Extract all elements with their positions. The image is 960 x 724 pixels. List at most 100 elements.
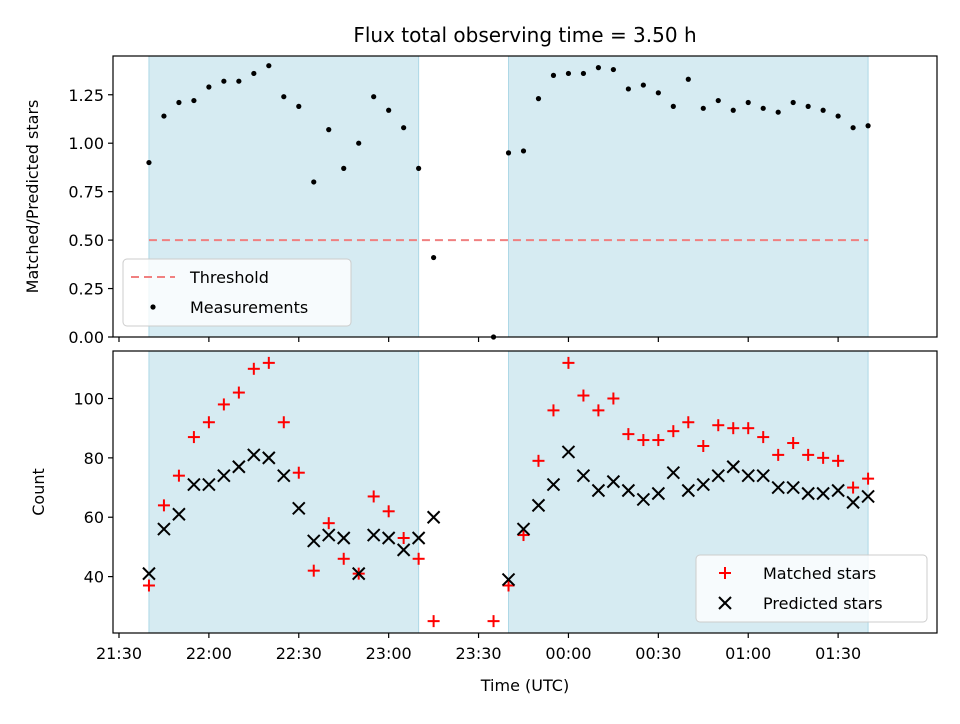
measurement-point [850,125,856,131]
matched-stars-points [142,356,875,628]
measurement-point [760,105,766,111]
matched-star-point [262,356,275,369]
predicted-star-point [307,534,321,548]
matched-star-point [427,615,440,628]
top-y-tick-label: 0.50 [68,231,104,250]
x-tick-label: 22:00 [186,644,232,663]
matched-star-point [187,431,200,444]
measurement-point [640,82,646,88]
matched-star-point [697,439,710,452]
measurement-point [565,70,572,77]
matched-star-point [772,448,785,461]
legend-threshold-label: Threshold [189,268,269,287]
matched-star-point [307,564,320,577]
bottom-y-tick-label: 40 [84,568,104,587]
measurement-points [146,63,871,340]
predicted-star-point [771,480,785,495]
measurement-point [176,99,182,106]
matched-star-point [547,404,560,417]
matched-star-point [277,416,290,429]
matched-star-point [172,469,185,482]
matched-star-point [637,434,650,447]
shaded-interval-0 [148,350,420,634]
predicted-star-point [232,460,246,474]
x-tick-label: 22:30 [276,644,322,663]
measurement-point [505,150,512,156]
matched-star-point [562,356,575,369]
bottom-x-ticks: 21:30 22:00 22:30 23:00 23:30 00:00 00:30 01:00… [96,633,861,663]
top-y-tick-label: 1.25 [68,86,104,105]
predicted-star-point [696,477,710,492]
matched-star-point [862,472,875,485]
measurement-point [296,103,302,109]
measurement-point [790,99,796,106]
top-y-axis-label: Matched/Predicted stars [23,100,42,294]
measurement-point [535,96,542,102]
predicted-star-point [651,486,666,501]
top-y-tick-label: 0.25 [68,280,104,299]
measurement-point [520,148,527,154]
predicted-star-point [277,468,291,483]
measurement-point [820,107,826,113]
matched-star-point [787,437,800,450]
matched-star-point [802,448,815,461]
measurement-point [655,90,661,96]
matched-star-point [247,362,260,375]
matched-star-point [682,416,695,429]
predicted-star-point [366,528,381,542]
matched-star-point [322,517,335,530]
measurement-point [236,78,242,84]
legend-predicted-swatch [718,596,732,610]
predicted-star-point [187,477,201,492]
legend-measurement-label: Measurements [190,298,308,317]
predicted-star-point [172,507,186,521]
predicted-star-point [606,474,621,489]
measurement-point [431,254,437,261]
measurement-point [266,63,272,69]
x-tick-label: 21:30 [96,644,142,663]
measurement-point [670,103,676,109]
measurement-point [580,70,587,77]
predicted-star-point [846,495,860,510]
predicted-star-point [381,531,396,545]
matched-star-point [292,466,305,479]
matched-star-point [157,499,170,512]
predicted-star-point [621,483,636,498]
measurement-point [835,113,841,119]
measurement-point [191,97,197,104]
legend-predicted-label: Predicted stars [763,594,883,613]
predicted-star-point [322,528,336,542]
top-x-ticks [118,337,839,342]
top-y-tick-label: 0.00 [68,328,104,347]
top-legend-box [122,258,352,327]
matched-star-point [742,422,755,435]
matched-star-point [817,451,830,464]
predicted-star-point [262,451,276,465]
measurement-point [865,123,871,129]
measurement-point [251,70,257,77]
legend-matched-label: Matched stars [763,564,876,583]
bottom-y-axis-label: Count [29,468,48,516]
measurement-point [356,140,362,146]
predicted-star-point [247,448,261,462]
measurement-point [161,113,167,119]
shaded-interval-1 [508,55,869,338]
matched-star-point [142,579,155,592]
matched-star-point [517,529,530,542]
predicted-star-point [396,543,411,557]
legend-matched-swatch [719,567,731,579]
bottom-y-tick-label: 100 [73,389,104,408]
predicted-star-point [741,468,755,483]
top-y-tick-label: 0.75 [68,183,104,202]
predicted-star-point [561,445,576,459]
matched-star-point [592,404,605,417]
predicted-star-point [591,483,606,498]
predicted-star-point [681,483,696,498]
ratio-panel: 0.00 0.25 0.50 0.75 1.00 1.25 Matched/Predict… [23,55,938,347]
bottom-y-ticks: 40 60 80 100 [73,389,113,587]
legend-measurement-swatch [150,304,156,310]
predicted-star-point [351,566,366,581]
predicted-star-point [202,477,216,492]
matched-star-point [652,434,665,447]
